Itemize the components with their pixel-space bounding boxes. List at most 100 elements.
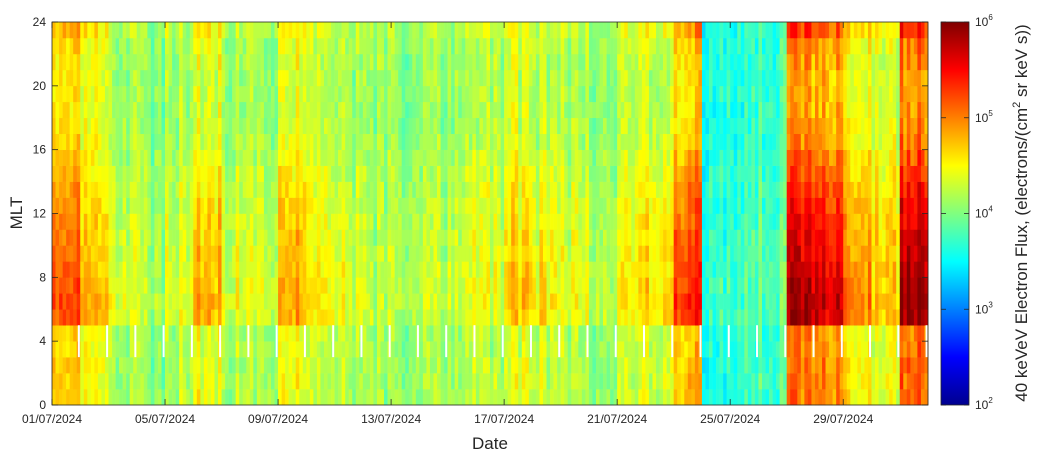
heatmap-cell [656,69,660,87]
heatmap-cell [193,53,198,71]
heatmap-cell [631,389,636,406]
heatmap-cell [376,357,381,374]
heatmap-cell [391,341,395,358]
heatmap-cell [119,293,123,310]
heatmap-cell [677,245,682,262]
heatmap-cell [271,165,275,182]
heatmap-cell [143,181,148,198]
heatmap-cell [143,133,148,150]
heatmap-cell [143,309,148,326]
heatmap-cell [235,325,240,342]
heatmap-cell [624,341,629,358]
heatmap-cell [641,261,646,278]
heatmap-cell [182,22,187,39]
heatmap-cell [189,117,194,135]
heatmap-cell [447,37,452,55]
heatmap-cell [765,309,770,326]
heatmap-cell [355,373,360,390]
heatmap-cell [564,22,569,39]
heatmap-cell [369,373,374,390]
heatmap-cell [338,245,342,262]
heatmap-cell [475,325,480,342]
heatmap-cell [624,357,629,374]
heatmap-cell [362,293,367,310]
heatmap-cell [504,229,508,246]
heatmap-cell [225,229,229,246]
heatmap-cell [656,149,660,166]
heatmap-cell [571,341,576,358]
heatmap-cell [345,133,350,150]
heatmap-cell [564,293,569,310]
heatmap-cell [578,197,583,214]
heatmap-cell [394,373,399,390]
heatmap-cell [193,37,198,55]
heatmap-cell [783,133,788,150]
heatmap-cell [221,293,226,310]
heatmap-cell [465,69,470,87]
heatmap-cell [733,85,738,103]
heatmap-cell [66,133,70,150]
heatmap-cell [433,69,438,87]
heatmap-cell [444,373,448,390]
heatmap-cell [592,69,597,87]
heatmap-cell [253,341,258,358]
heatmap-cell [705,309,710,326]
heatmap-cell [500,293,505,310]
heatmap-cell [451,117,455,135]
heatmap-cell [225,389,229,406]
heatmap-cell [263,213,268,230]
heatmap-cell [249,22,254,39]
heatmap-cell [232,22,236,39]
heatmap-cell [521,133,526,150]
heatmap-cell [454,197,459,214]
heatmap-cell [539,69,544,87]
heatmap-cell [716,245,720,262]
heatmap-cell [309,373,314,390]
heatmap-cell [733,245,738,262]
heatmap-cell [673,69,678,87]
heatmap-cell [366,37,371,55]
heatmap-cell [663,245,667,262]
heatmap-cell [278,325,282,342]
heatmap-cell [281,293,286,310]
heatmap-cell [620,341,625,358]
heatmap-cell [108,69,113,87]
heatmap-cell [412,85,417,103]
heatmap-cell [514,22,519,39]
heatmap-cell [380,53,385,71]
heatmap-cell [316,341,321,358]
heatmap-cell [193,149,198,166]
heatmap-cell [327,277,332,294]
heatmap-cell [189,277,194,294]
heatmap-cell [437,69,441,87]
heatmap-cell [754,149,759,166]
heatmap-cell [94,309,99,326]
heatmap-cell [486,149,491,166]
heatmap-cell [112,357,116,374]
heatmap-cell [405,293,410,310]
heatmap-cell [571,261,576,278]
heatmap-cell [673,53,678,71]
heatmap-cell [422,149,427,166]
heatmap-cell [535,341,540,358]
heatmap-cell [595,133,600,150]
heatmap-cell [525,165,530,182]
heatmap-cell [761,213,766,230]
heatmap-cell [744,245,749,262]
heatmap-cell [723,197,727,214]
heatmap-cell [221,133,226,150]
heatmap-cell [225,325,229,342]
heatmap-cell [599,357,604,374]
heatmap-cell [761,197,766,214]
heatmap-cell [546,373,551,390]
heatmap-cell [769,341,773,358]
heatmap-cell [126,181,131,198]
heatmap-cell [648,293,653,310]
heatmap-cell [518,181,523,198]
heatmap-cell [419,37,424,55]
heatmap-cell [723,85,727,103]
heatmap-cell [387,277,392,294]
heatmap-cell [140,22,145,39]
heatmap-cell [104,133,109,150]
heatmap-cell [592,165,597,182]
